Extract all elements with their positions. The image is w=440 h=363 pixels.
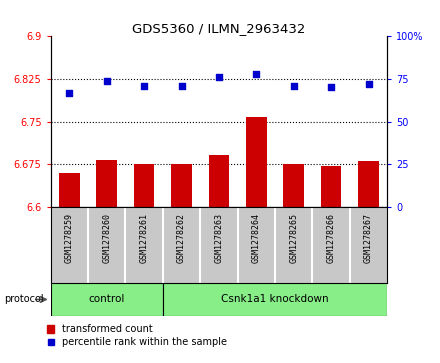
Text: GSM1278263: GSM1278263 bbox=[214, 213, 224, 263]
Text: GSM1278264: GSM1278264 bbox=[252, 213, 261, 263]
Bar bbox=[321, 166, 341, 207]
Text: control: control bbox=[88, 294, 125, 305]
Point bbox=[327, 85, 335, 90]
Bar bbox=[171, 164, 192, 207]
Bar bbox=[96, 160, 117, 207]
Point bbox=[216, 74, 223, 80]
Bar bbox=[134, 164, 154, 207]
Text: GSM1278259: GSM1278259 bbox=[65, 213, 74, 263]
Bar bbox=[163, 283, 387, 316]
Point bbox=[66, 90, 73, 95]
Text: GSM1278267: GSM1278267 bbox=[364, 213, 373, 263]
Bar bbox=[51, 283, 163, 316]
Text: Csnk1a1 knockdown: Csnk1a1 knockdown bbox=[221, 294, 329, 305]
Bar bbox=[59, 173, 80, 207]
Point bbox=[253, 71, 260, 77]
Point bbox=[290, 83, 297, 89]
Bar bbox=[246, 117, 267, 207]
Title: GDS5360 / ILMN_2963432: GDS5360 / ILMN_2963432 bbox=[132, 22, 306, 35]
Text: GSM1278261: GSM1278261 bbox=[139, 213, 149, 263]
Point bbox=[141, 83, 148, 89]
Bar bbox=[209, 155, 229, 207]
Bar bbox=[358, 161, 379, 207]
Text: GSM1278260: GSM1278260 bbox=[102, 213, 111, 263]
Point bbox=[103, 78, 110, 83]
Text: GSM1278266: GSM1278266 bbox=[326, 213, 336, 263]
Point bbox=[178, 83, 185, 89]
Text: protocol: protocol bbox=[4, 294, 44, 305]
Text: GSM1278262: GSM1278262 bbox=[177, 213, 186, 263]
Bar bbox=[283, 164, 304, 207]
Point bbox=[365, 81, 372, 87]
Text: GSM1278265: GSM1278265 bbox=[289, 213, 298, 263]
Legend: transformed count, percentile rank within the sample: transformed count, percentile rank withi… bbox=[47, 324, 227, 347]
